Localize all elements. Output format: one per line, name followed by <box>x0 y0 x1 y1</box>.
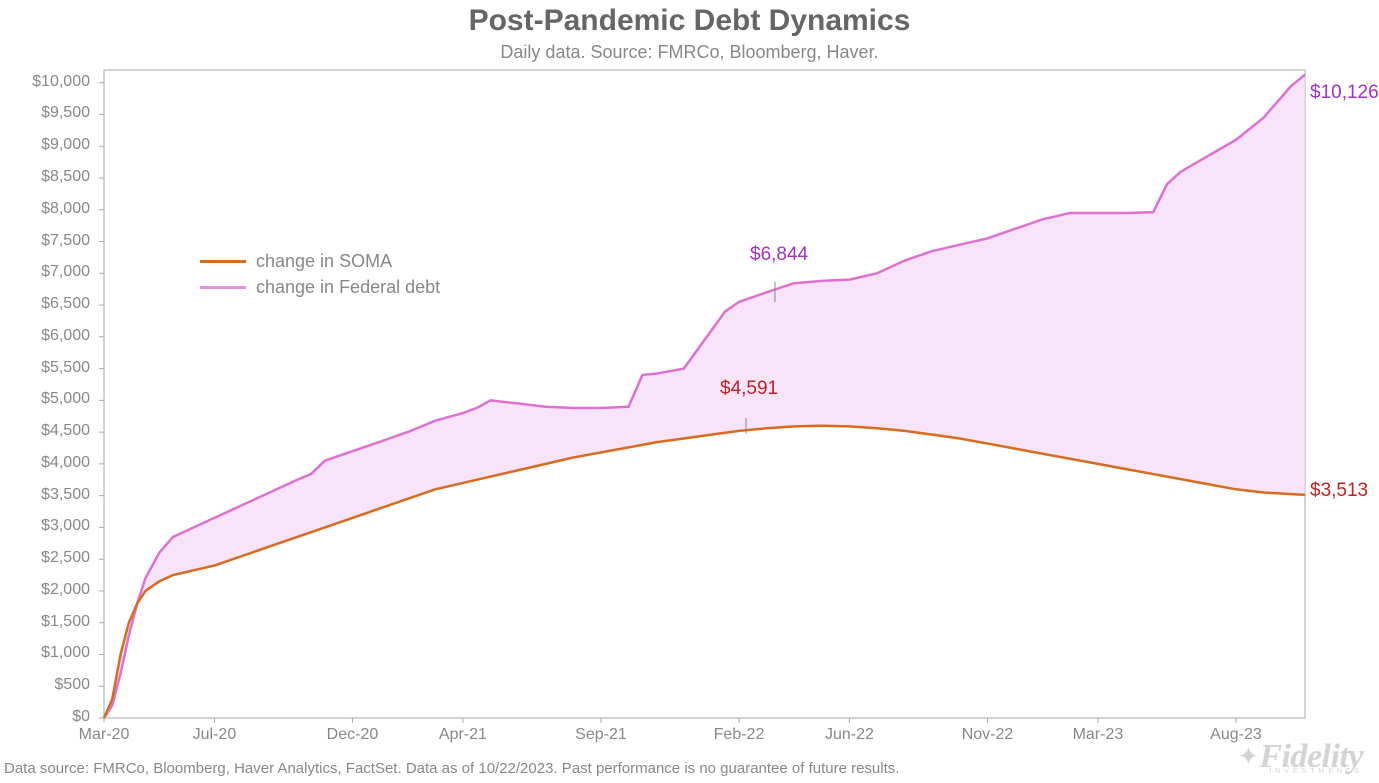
data-point-label: $4,591 <box>720 378 778 400</box>
y-tick-label: $1,000 <box>0 644 90 662</box>
y-tick-label: $4,500 <box>0 422 90 440</box>
x-tick-label: Apr-21 <box>439 726 487 744</box>
x-tick-label: Jun-22 <box>825 726 874 744</box>
y-tick-label: $5,000 <box>0 390 90 408</box>
y-tick-label: $2,500 <box>0 549 90 567</box>
fidelity-logo: ✦Fidelity INVESTMENTS <box>1238 738 1363 775</box>
y-tick-label: $500 <box>0 676 90 694</box>
data-point-label: $6,844 <box>750 244 808 266</box>
y-tick-label: $2,000 <box>0 581 90 599</box>
y-tick-label: $9,000 <box>0 136 90 154</box>
y-tick-label: $9,500 <box>0 104 90 122</box>
legend-item: change in SOMA <box>200 248 440 274</box>
y-tick-label: $7,500 <box>0 232 90 250</box>
x-tick-label: Dec-20 <box>327 726 379 744</box>
x-tick-label: Mar-23 <box>1073 726 1124 744</box>
legend-label: change in Federal debt <box>256 277 440 298</box>
chart-plot <box>0 0 1379 783</box>
x-tick-label: Feb-22 <box>714 726 765 744</box>
chart-container: Post-Pandemic Debt Dynamics Daily data. … <box>0 0 1379 783</box>
chart-footer: Data source: FMRCo, Bloomberg, Haver Ana… <box>4 760 899 777</box>
y-tick-label: $8,000 <box>0 200 90 218</box>
x-tick-label: Nov-22 <box>962 726 1014 744</box>
y-tick-label: $6,000 <box>0 327 90 345</box>
y-tick-label: $7,000 <box>0 263 90 281</box>
data-point-label: $3,513 <box>1310 480 1368 502</box>
legend-swatch <box>200 286 246 289</box>
x-tick-label: Mar-20 <box>79 726 130 744</box>
x-tick-label: Jul-20 <box>193 726 237 744</box>
y-tick-label: $3,500 <box>0 486 90 504</box>
y-tick-label: $4,000 <box>0 454 90 472</box>
y-tick-label: $5,500 <box>0 359 90 377</box>
legend-label: change in SOMA <box>256 251 392 272</box>
data-point-label: $10,126 <box>1310 82 1379 104</box>
y-tick-label: $10,000 <box>0 73 90 91</box>
legend-item: change in Federal debt <box>200 274 440 300</box>
y-tick-label: $8,500 <box>0 168 90 186</box>
legend-swatch <box>200 260 246 263</box>
x-tick-label: Sep-21 <box>575 726 627 744</box>
y-tick-label: $1,500 <box>0 613 90 631</box>
y-tick-label: $6,500 <box>0 295 90 313</box>
y-tick-label: $0 <box>0 708 90 726</box>
legend: change in SOMA change in Federal debt <box>200 248 440 300</box>
y-tick-label: $3,000 <box>0 517 90 535</box>
